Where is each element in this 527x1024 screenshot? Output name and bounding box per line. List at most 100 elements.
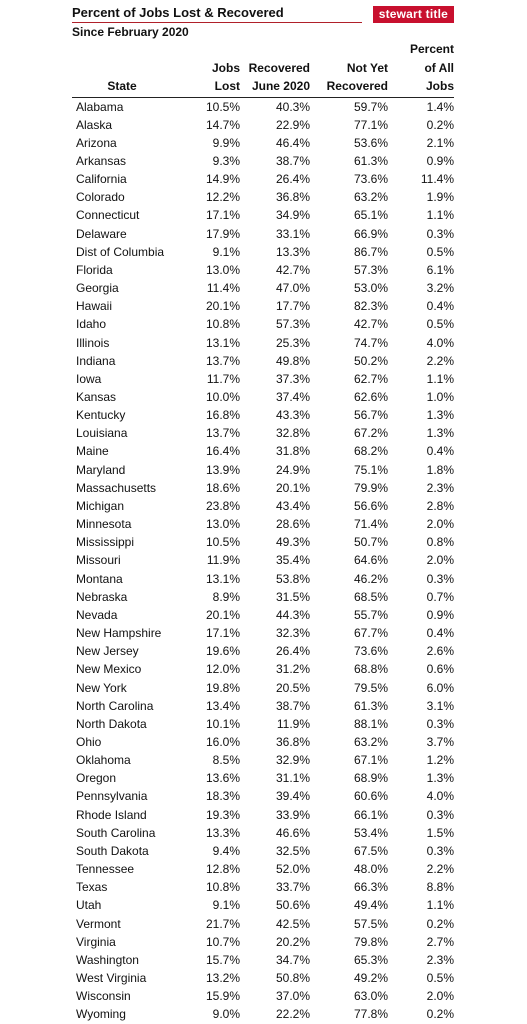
table-row: Massachusetts 18.6% 20.1% 79.9% 2.3%: [72, 479, 454, 497]
recovered-cell: 46.4%: [275, 135, 310, 150]
table-row: South Dakota 9.4% 32.5% 67.5% 0.3%: [72, 842, 454, 860]
jobs-lost-cell: 13.1%: [205, 571, 240, 586]
percent-of-jobs-cell: 1.9%: [426, 190, 454, 205]
recovered-cell: 31.1%: [275, 771, 310, 786]
jobs-lost-cell: 9.0%: [212, 1007, 240, 1022]
recovered-cell: 49.8%: [275, 353, 310, 368]
percent-of-jobs-cell: 0.4%: [426, 626, 454, 641]
recovered-cell: 36.8%: [275, 190, 310, 205]
jobs-lost-cell: 12.2%: [205, 190, 240, 205]
jobs-lost-cell: 16.4%: [205, 444, 240, 459]
percent-of-jobs-cell: 1.8%: [426, 462, 454, 477]
jobs-lost-cell: 15.9%: [205, 989, 240, 1004]
recovered-cell: 44.3%: [275, 607, 310, 622]
state-cell: Hawaii: [76, 299, 113, 314]
page-title: Percent of Jobs Lost & Recovered: [72, 5, 284, 20]
percent-of-jobs-cell: 2.0%: [426, 553, 454, 568]
table-row: Connecticut 17.1% 34.9% 65.1% 1.1%: [72, 206, 454, 224]
state-cell: Texas: [76, 880, 108, 895]
table-row: Kansas 10.0% 37.4% 62.6% 1.0%: [72, 388, 454, 406]
state-cell: Idaho: [76, 317, 107, 332]
not-yet-recovered-cell: 60.6%: [353, 789, 388, 804]
recovered-cell: 22.9%: [275, 117, 310, 132]
jobs-lost-cell: 8.5%: [212, 753, 240, 768]
percent-of-jobs-cell: 0.4%: [426, 299, 454, 314]
percent-of-jobs-cell: 1.4%: [426, 99, 454, 114]
state-cell: Massachusetts: [76, 480, 157, 495]
jobs-lost-cell: 10.0%: [205, 390, 240, 404]
recovered-cell: 40.3%: [275, 99, 310, 114]
recovered-cell: 24.9%: [275, 462, 310, 477]
state-cell: Nevada: [76, 607, 118, 622]
recovered-cell: 49.3%: [275, 535, 310, 550]
state-cell: Louisiana: [76, 426, 128, 441]
jobs-lost-cell: 9.1%: [212, 244, 240, 259]
recovered-cell: 36.8%: [275, 734, 310, 749]
percent-of-jobs-cell: 0.3%: [426, 226, 454, 241]
not-yet-recovered-cell: 67.2%: [353, 426, 388, 441]
table-row: Kentucky 16.8% 43.3% 56.7% 1.3%: [72, 406, 454, 424]
table-row: Colorado 12.2% 36.8% 63.2% 1.9%: [72, 188, 454, 206]
state-cell: South Carolina: [76, 825, 156, 840]
percent-of-jobs-cell: 11.4%: [420, 172, 454, 187]
recovered-cell: 20.1%: [275, 480, 310, 495]
table-row: New Jersey 19.6% 26.4% 73.6% 2.6%: [72, 642, 454, 660]
percent-of-jobs-cell: 0.3%: [426, 807, 454, 822]
state-cell: South Dakota: [76, 843, 149, 858]
percent-of-jobs-cell: 3.7%: [426, 734, 454, 749]
state-cell: New Jersey: [76, 644, 139, 659]
state-cell: Dist of Columbia: [76, 244, 165, 259]
table-row: Florida 13.0% 42.7% 57.3% 6.1%: [72, 261, 454, 279]
recovered-cell: 22.2%: [275, 1007, 310, 1022]
jobs-lost-cell: 11.4%: [206, 281, 240, 296]
state-cell: Minnesota: [76, 517, 132, 532]
state-cell: Wisconsin: [76, 989, 131, 1004]
jobs-lost-cell: 13.4%: [205, 698, 240, 713]
percent-of-jobs-cell: 8.8%: [426, 880, 454, 895]
not-yet-recovered-cell: 61.3%: [353, 153, 388, 168]
not-yet-recovered-cell: 64.6%: [353, 553, 388, 568]
table-row: Utah 9.1% 50.6% 49.4% 1.1%: [72, 896, 454, 914]
percent-of-jobs-cell: 0.6%: [426, 662, 454, 677]
state-cell: Arkansas: [76, 153, 127, 168]
state-cell: Connecticut: [76, 208, 140, 223]
jobs-lost-cell: 11.7%: [206, 371, 240, 386]
not-yet-recovered-cell: 65.3%: [353, 952, 388, 967]
recovered-cell: 25.3%: [275, 335, 310, 350]
state-cell: Colorado: [76, 190, 125, 205]
table-row: Mississippi 10.5% 49.3% 50.7% 0.8%: [72, 533, 454, 551]
jobs-lost-cell: 13.7%: [205, 426, 240, 441]
table-row: North Dakota 10.1% 11.9% 88.1% 0.3%: [72, 715, 454, 733]
not-yet-recovered-cell: 82.3%: [353, 299, 388, 314]
not-yet-recovered-cell: 79.5%: [353, 680, 388, 695]
jobs-lost-cell: 13.0%: [205, 517, 240, 532]
table-row: Arkansas 9.3% 38.7% 61.3% 0.9%: [72, 152, 454, 170]
not-yet-recovered-cell: 66.3%: [353, 880, 388, 895]
header-percent-line3: Jobs: [388, 77, 454, 98]
state-cell: Arizona: [76, 135, 117, 150]
percent-of-jobs-cell: 0.3%: [426, 571, 454, 586]
recovered-cell: 31.2%: [275, 662, 310, 677]
recovered-cell: 32.8%: [275, 426, 310, 441]
percent-of-jobs-cell: 2.0%: [426, 517, 454, 532]
not-yet-recovered-cell: 74.7%: [353, 335, 388, 350]
table-row: Oklahoma 8.5% 32.9% 67.1% 1.2%: [72, 751, 454, 769]
not-yet-recovered-cell: 67.1%: [353, 753, 388, 768]
percent-of-jobs-cell: 1.1%: [426, 208, 454, 223]
jobs-lost-cell: 18.3%: [205, 789, 240, 804]
state-cell: Iowa: [76, 371, 102, 386]
table-row: Alaska 14.7% 22.9% 77.1% 0.2%: [72, 116, 454, 134]
recovered-cell: 13.3%: [275, 244, 310, 259]
header-jobs-lost-line1: Jobs: [211, 60, 240, 75]
table-row: Maryland 13.9% 24.9% 75.1% 1.8%: [72, 461, 454, 479]
stewart-title-logo: stewart title: [372, 6, 454, 23]
table-row: West Virginia 13.2% 50.8% 49.2% 0.5%: [72, 969, 454, 987]
table-row: Arizona 9.9% 46.4% 53.6% 2.1%: [72, 134, 454, 152]
percent-of-jobs-cell: 4.0%: [426, 789, 454, 804]
not-yet-recovered-cell: 77.1%: [353, 117, 388, 132]
recovered-cell: 32.3%: [275, 626, 310, 641]
state-cell: Michigan: [76, 498, 125, 513]
table-row: Oregon 13.6% 31.1% 68.9% 1.3%: [72, 769, 454, 787]
not-yet-recovered-cell: 66.1%: [353, 807, 388, 822]
not-yet-recovered-cell: 59.7%: [353, 99, 388, 114]
